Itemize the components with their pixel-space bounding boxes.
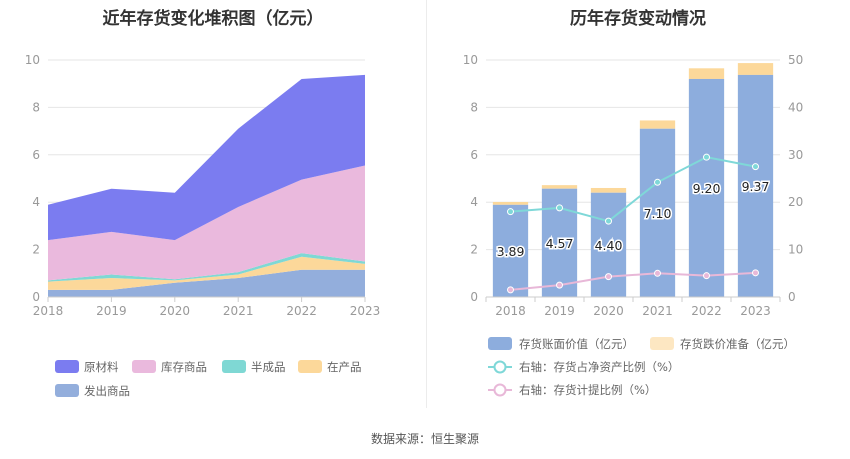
left-legend-label[interactable]: 库存商品 (161, 360, 207, 374)
left-x-tick-label: 2022 (286, 304, 317, 318)
right-y2-tick-label: 0 (788, 290, 796, 304)
right-x-tick-label: 2023 (740, 304, 771, 318)
provision-bar (639, 120, 676, 129)
left-x-tick-label: 2021 (223, 304, 254, 318)
right-x-tick-label: 2020 (593, 304, 624, 318)
line-point-1 (507, 286, 514, 294)
legend-line-marker[interactable] (493, 360, 507, 374)
line-point-0 (654, 178, 661, 186)
legend-swatch-value[interactable] (488, 337, 512, 350)
left-y-tick-label: 10 (25, 53, 40, 67)
left-legend-swatch[interactable] (55, 360, 79, 373)
right-x-tick-label: 2018 (495, 304, 526, 318)
right-y-tick-label: 8 (470, 100, 478, 114)
line-point-1 (752, 269, 759, 277)
value-bar (492, 204, 529, 297)
inventory-bar-chart: 0 2 4 6 8 10 0 10 20 30 40 50 3.89 4.57 4.40 7.10 9.20 9.… (463, 53, 804, 397)
left-legend-label[interactable]: 发出商品 (84, 384, 130, 398)
value-bar (688, 78, 725, 298)
value-bar (639, 128, 676, 297)
line-point-1 (703, 272, 710, 280)
bar-value-label: 4.57 (546, 236, 574, 251)
left-x-tick-label: 2023 (350, 304, 381, 318)
right-y2-tick-label: 50 (788, 53, 803, 67)
legend-label-value[interactable]: 存货账面价值（亿元） (519, 337, 634, 351)
bar-value-label: 4.40 (595, 238, 623, 253)
left-legend-swatch[interactable] (222, 360, 246, 373)
line-point-0 (752, 163, 759, 171)
area-series-0 (48, 269, 365, 297)
source-prefix: 数据来源： (370, 432, 431, 446)
legend-label-provision[interactable]: 存货跌价准备（亿元） (680, 337, 795, 351)
left-legend-label[interactable]: 原材料 (84, 360, 119, 374)
right-y2-tick-label: 20 (788, 195, 803, 209)
left-y-tick-label: 8 (32, 100, 40, 114)
line-point-0 (703, 153, 710, 161)
right-x-tick-label: 2019 (544, 304, 575, 318)
legend-label-line[interactable]: 右轴：存货计提比例（%） (519, 383, 656, 397)
left-x-tick-label: 2020 (160, 304, 191, 318)
value-bar (737, 74, 774, 297)
provision-bar (492, 201, 529, 205)
right-y2-tick-label: 10 (788, 243, 803, 257)
provision-bar (737, 63, 774, 75)
right-chart-title: 历年存货变动情况 (570, 9, 706, 29)
left-x-tick-label: 2018 (33, 304, 64, 318)
provision-bar (541, 185, 578, 189)
right-y-tick-label: 10 (463, 53, 478, 67)
left-y-tick-label: 2 (32, 243, 40, 257)
area-series-3 (48, 165, 365, 281)
left-x-tick-label: 2019 (96, 304, 127, 318)
left-y-tick-label: 4 (32, 195, 40, 209)
provision-bar (590, 187, 627, 193)
line-point-0 (605, 217, 612, 225)
left-y-tick-label: 6 (32, 148, 40, 162)
line-point-0 (507, 208, 514, 216)
line-series-1 (510, 271, 756, 291)
right-y-tick-label: 6 (470, 148, 478, 162)
legend-line-marker[interactable] (493, 383, 507, 397)
right-y-tick-label: 2 (470, 243, 478, 257)
bar-value-label: 7.10 (644, 206, 672, 221)
right-y-tick-label: 4 (470, 195, 478, 209)
right-x-tick-label: 2022 (691, 304, 722, 318)
data-source: 数据来源：恒生聚源 (0, 430, 850, 447)
provision-bar (688, 68, 725, 79)
right-y2-tick-label: 30 (788, 148, 803, 162)
source-name: 恒生聚源 (431, 432, 480, 446)
legend-label-line[interactable]: 右轴：存货占净资产比例（%） (519, 360, 679, 374)
legend-swatch-provision[interactable] (650, 337, 674, 350)
stacked-area-chart: 0 2 4 6 8 10 2018 2019 2020 2021 2022 2023 原材料 库存商品 半成… (25, 53, 381, 398)
left-legend-swatch[interactable] (55, 384, 79, 397)
line-point-1 (605, 273, 612, 281)
bar-value-label: 3.89 (497, 244, 525, 259)
line-point-1 (654, 269, 661, 277)
bar-value-label: 9.37 (742, 179, 770, 194)
area-series-2 (48, 253, 365, 282)
area-series-1 (48, 256, 365, 290)
left-legend-swatch[interactable] (132, 360, 156, 373)
left-chart-title: 近年存货变化堆积图（亿元） (102, 9, 324, 29)
area-series-4 (48, 74, 365, 241)
right-x-tick-label: 2021 (642, 304, 673, 318)
line-series-0 (510, 156, 756, 223)
right-y-tick-label: 0 (470, 290, 478, 304)
right-y2-tick-label: 40 (788, 100, 803, 114)
left-y-tick-label: 0 (32, 290, 40, 304)
left-legend-label[interactable]: 在产品 (327, 360, 362, 374)
line-point-1 (556, 281, 563, 289)
bar-value-label: 9.20 (693, 181, 721, 196)
line-point-0 (556, 204, 563, 212)
left-legend-swatch[interactable] (298, 360, 322, 373)
chart-divider (426, 0, 427, 408)
left-legend-label[interactable]: 半成品 (251, 360, 286, 374)
